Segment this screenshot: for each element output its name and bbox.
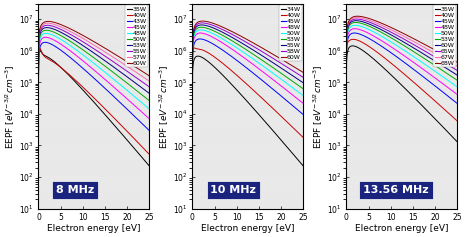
Y-axis label: EEPF [$eV^{-3/2}cm^{-3}$]: EEPF [$eV^{-3/2}cm^{-3}$]	[4, 64, 17, 149]
Y-axis label: EEPF [$eV^{-3/2}cm^{-3}$]: EEPF [$eV^{-3/2}cm^{-3}$]	[158, 64, 171, 149]
X-axis label: Electron energy [eV]: Electron energy [eV]	[47, 224, 141, 233]
Legend: 34W, 40W, 45W, 48W, 50W, 53W, 55W, 58W, 60W: 34W, 40W, 45W, 48W, 50W, 53W, 55W, 58W, …	[279, 5, 302, 61]
Legend: 35W, 40W, 45W, 48W, 50W, 53W, 60W, 65W, 67W, 68W: 35W, 40W, 45W, 48W, 50W, 53W, 60W, 65W, …	[433, 5, 456, 67]
Text: 13.56 MHz: 13.56 MHz	[363, 185, 429, 195]
X-axis label: Electron energy [eV]: Electron energy [eV]	[355, 224, 448, 233]
Text: 8 MHz: 8 MHz	[56, 185, 94, 195]
Y-axis label: EEPF [$eV^{-3/2}cm^{-3}$]: EEPF [$eV^{-3/2}cm^{-3}$]	[312, 64, 325, 149]
Legend: 35W, 40W, 43W, 45W, 48W, 50W, 53W, 55W, 57W, 60W: 35W, 40W, 43W, 45W, 48W, 50W, 53W, 55W, …	[125, 5, 148, 67]
X-axis label: Electron energy [eV]: Electron energy [eV]	[201, 224, 295, 233]
Text: 10 MHz: 10 MHz	[211, 185, 256, 195]
